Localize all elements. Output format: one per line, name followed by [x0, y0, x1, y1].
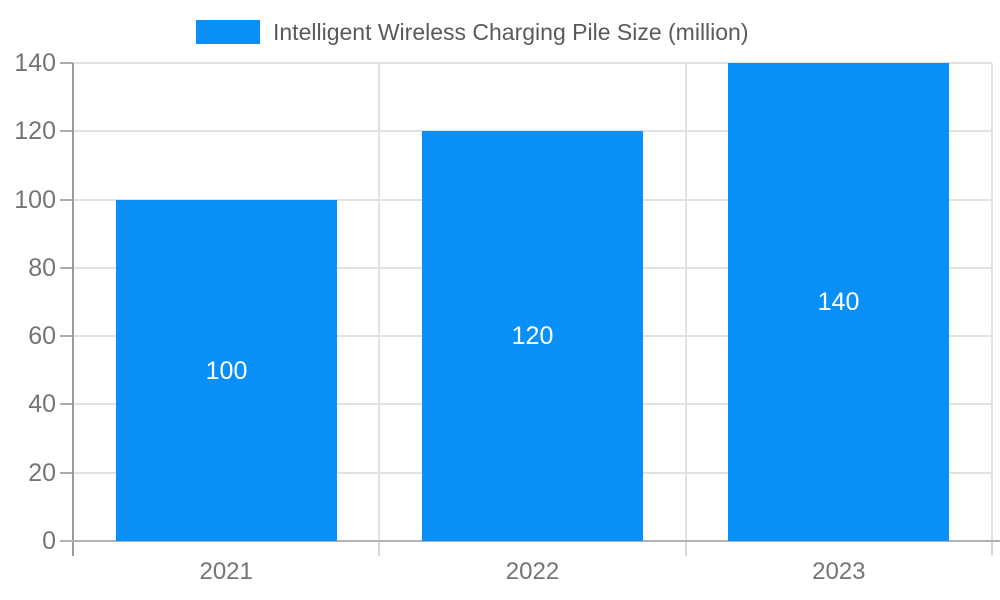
y-tick-label: 20 [28, 458, 56, 487]
y-axis-line [72, 63, 74, 556]
legend-swatch [196, 20, 260, 44]
y-tick [60, 403, 73, 406]
y-tick-label: 100 [14, 185, 56, 214]
x-tick-label: 2023 [812, 558, 866, 585]
y-tick [60, 198, 73, 201]
y-tick [60, 62, 73, 64]
grid-line-h [73, 62, 992, 64]
y-tick [60, 335, 73, 338]
y-tick-label: 80 [28, 253, 56, 282]
x-tick-label: 2022 [505, 558, 560, 585]
grid-line-v [378, 63, 381, 541]
y-tick-label: 140 [14, 49, 56, 77]
bar[interactable]: 120 [422, 131, 643, 541]
y-tick [60, 130, 73, 133]
bar-value-label: 140 [817, 288, 860, 316]
y-tick-label: 120 [14, 117, 56, 146]
bar-value-label: 100 [205, 356, 248, 385]
y-tick [60, 471, 73, 474]
y-tick [60, 266, 73, 269]
x-tick [991, 541, 993, 556]
grid-line-v [991, 63, 993, 541]
legend-item[interactable]: Intelligent Wireless Charging Pile Size … [196, 18, 749, 46]
y-tick-label: 40 [28, 390, 56, 419]
grid-line-v [684, 63, 687, 541]
bar[interactable]: 100 [116, 200, 337, 541]
bar[interactable]: 140 [728, 63, 949, 541]
x-tick [684, 541, 687, 556]
y-tick-label: 0 [42, 527, 56, 555]
x-tick-label: 2021 [199, 558, 253, 585]
legend-label: Intelligent Wireless Charging Pile Size … [273, 19, 749, 45]
y-tick-label: 60 [28, 322, 56, 351]
x-tick [378, 541, 381, 556]
x-axis-line [60, 540, 1000, 542]
bar-value-label: 120 [511, 322, 554, 350]
